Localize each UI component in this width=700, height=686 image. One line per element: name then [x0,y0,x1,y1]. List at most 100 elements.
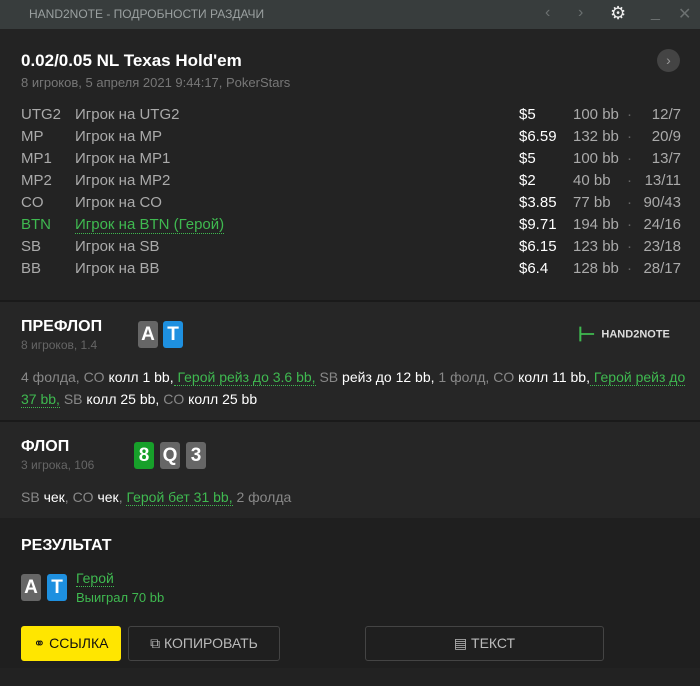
player-bb: 128 bb [573,260,619,277]
title-bar: HAND2NOTE - ПОДРОБНОСТИ РАЗДАЧИ ‹ › ⚙ _ … [0,0,700,29]
action-text: SB [315,369,343,385]
player-name[interactable]: Игрок на SB [75,238,160,255]
action-text: чек [97,489,119,505]
separator: · [627,260,632,277]
flop-actions: SB чек, CO чек, Герой бет 31 bb, 2 фолда [21,486,686,508]
player-name[interactable]: Игрок на MP [75,128,162,145]
player-stack: $5 [519,150,536,167]
flop-section: ФЛОП 3 игрока, 106 8 Q 3 SB чек, CO чек,… [0,420,700,518]
game-title: 0.02/0.05 NL Texas Hold'em [21,51,242,70]
player-stack: $9.71 [519,216,557,233]
player-name[interactable]: Игрок на UTG2 [75,106,180,123]
player-stats: 12/7 [651,106,681,123]
player-pos: CO [21,194,44,211]
board-card: Q [160,442,180,469]
player-bb: 77 bb [573,194,611,211]
action-text[interactable]: Герой рейз до 37 bb, [21,369,686,408]
player-row: CO Игрок на CO $3.85 77 bb 90/43 · [0,194,700,216]
hole-card: T [163,321,183,348]
action-text: SB [59,391,87,407]
player-pos: MP [21,128,44,145]
player-name[interactable]: Игрок на CO [75,194,162,211]
player-stats: 23/18 [643,238,681,255]
player-stack: $2 [519,172,536,189]
board-card: 8 [134,442,154,469]
separator: · [627,216,632,233]
player-pos: MP2 [21,172,52,189]
player-stack: $6.59 [519,128,557,145]
player-name[interactable]: Игрок на BTN (Герой) [75,216,225,234]
window-title: HAND2NOTE - ПОДРОБНОСТИ РАЗДАЧИ [29,7,265,21]
preflop-actions: 4 фолда, CO колл 1 bb, Герой рейз до 3.6… [21,366,686,410]
copy-icon: ⧉ [150,635,165,651]
player-stats: 20/9 [651,128,681,145]
action-text: 4 фолда, CO [21,369,109,385]
action-text: рейз до 12 bb, [342,369,435,385]
player-stack: $5 [519,106,536,123]
winner-name[interactable]: Герой [76,570,114,587]
action-text[interactable]: Герой рейз до 3.6 bb, [173,369,316,386]
flop-sub: 3 игрока, 106 [21,458,95,472]
preflop-title: ПРЕФЛОП [21,318,103,335]
player-pos: BB [21,260,42,277]
next-hand-button[interactable]: › [657,49,680,72]
prev-icon[interactable]: ‹ [545,4,551,21]
player-stats: 90/43 [643,194,681,211]
action-text: колл 11 bb, [518,369,590,385]
player-row: BB Игрок на BB $6.4 128 bb 28/17 · [0,260,700,282]
link-icon: ⚭ [33,635,50,651]
player-row: UTG2 Игрок на UTG2 $5 100 bb 12/7 · [0,106,700,128]
link-button[interactable]: ⚭ ССЫЛКА [21,626,121,661]
player-row: MP Игрок на MP $6.59 132 bb 20/9 · [0,128,700,150]
text-button[interactable]: ▤ ТЕКСТ [365,626,604,661]
separator: · [627,172,632,189]
hole-card: T [47,574,67,601]
player-stack: $6.15 [519,238,557,255]
board-card: 3 [186,442,206,469]
action-text: колл 25 bb, [86,391,160,407]
action-text: , [118,489,127,505]
result-title: РЕЗУЛЬТАТ [21,537,112,554]
player-stats: 28/17 [643,260,681,277]
background-app-strip [0,668,700,686]
gear-icon[interactable]: ⚙ [610,3,627,23]
action-text: чек [43,489,65,505]
close-icon[interactable]: ✕ [678,6,692,23]
minimize-icon[interactable]: _ [651,4,660,21]
player-stack: $3.85 [519,194,557,211]
player-pos: SB [21,238,42,255]
document-icon: ▤ [453,635,472,651]
player-name[interactable]: Игрок на BB [75,260,160,277]
hole-card: A [21,574,41,601]
hole-card: A [138,321,158,348]
action-text: SB [21,489,44,505]
player-row: MP1 Игрок на MP1 $5 100 bb 13/7 · [0,150,700,172]
preflop-sub: 8 игроков, 1.4 [21,338,98,352]
hand2note-logo: ⊢ HAND2NOTE [578,324,670,346]
copy-button[interactable]: ⧉ КОПИРОВАТЬ [128,626,280,661]
player-bb: 100 bb [573,150,619,167]
separator: · [627,238,632,255]
player-name[interactable]: Игрок на MP1 [75,150,171,167]
preflop-section: ПРЕФЛОП 8 игроков, 1.4 A T 4 фолда, CO к… [0,300,700,421]
winner-amount: Выиграл 70 bb [76,590,165,605]
next-icon[interactable]: › [578,4,584,21]
separator: · [627,128,632,145]
action-text: колл 1 bb, [108,369,174,385]
flop-title: ФЛОП [21,438,70,455]
player-name[interactable]: Игрок на MP2 [75,172,171,189]
player-bb: 40 bb [573,172,611,189]
player-stack: $6.4 [519,260,549,277]
separator: · [627,106,632,123]
separator: · [627,194,632,211]
player-row: MP2 Игрок на MP2 $2 40 bb 13/11 · [0,172,700,194]
player-stats: 13/7 [651,150,681,167]
action-text: колл 25 bb [188,391,258,407]
action-text: 1 фолд, CO [434,369,519,385]
player-row: SB Игрок на SB $6.15 123 bb 23/18 · [0,238,700,260]
action-text[interactable]: Герой бет 31 bb, [126,489,233,506]
action-text: , CO [64,489,98,505]
separator: · [627,150,632,167]
action-text: CO [159,391,189,407]
hand-details-window: HAND2NOTE - ПОДРОБНОСТИ РАЗДАЧИ ‹ › ⚙ _ … [0,0,700,661]
